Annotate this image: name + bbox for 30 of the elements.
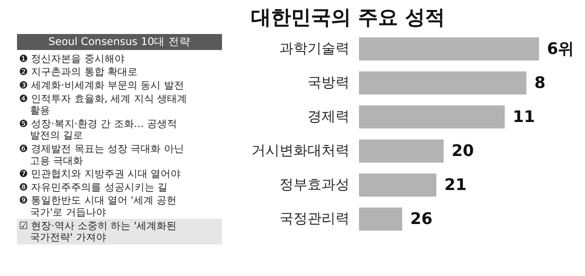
y-tick-label: 과학기술력 [280,40,350,57]
text: ❹ 인적투자 효율화, 세계 지식 생태계 활용 [19,94,188,117]
annotation: 26 [410,209,432,228]
y-tick-label: 국정관리력 [280,211,350,228]
text: ❾ 통일한반도 시대 열어 '세계 공헌 국가'로 거듭나야 [19,196,177,218]
bar [359,71,526,95]
text: ❸ 세계화·비세계화 부문의 동시 발전 [19,80,184,92]
text: ❺ 성장·복지·환경 간 조화… 공생적 발전의 길로 [19,118,178,142]
y-tick-label: 거시변화대처력 [252,143,350,160]
annotation: 6위 [547,38,574,58]
chart-title: 대한민국의 주요 성적 [251,5,445,29]
bar [359,173,436,197]
annotation: 8 [534,72,546,92]
text: ☑ 현장·역사 소중히 하는 '세계화된 국가전략' 가져야 [19,220,177,244]
bar [359,139,444,163]
bar [359,207,402,231]
text: ❷ 지구촌과의 통합 확대로 [19,67,138,78]
bar [359,105,505,129]
text: ❽ 자유민주주의를 성공시키는 길 [19,182,168,194]
y-tick-label: 정부효과성 [280,177,350,194]
text: Seoul Consensus 10대 전략 [48,36,191,48]
text: ❻ 경제발전 목표는 성장 극대화 아닌 고용 극대화 [19,144,184,167]
y-tick-label: 경제력 [308,108,350,125]
annotation: 20 [452,141,474,160]
annotation: 21 [444,175,467,194]
bar [359,37,539,61]
y-tick-label: 국방력 [308,74,350,91]
annotation: 11 [512,106,536,126]
text: ❼ 민관협치와 지방주권 시대 열어야 [19,169,181,180]
text: ❶ 정신자본을 중시해야 [19,54,124,65]
